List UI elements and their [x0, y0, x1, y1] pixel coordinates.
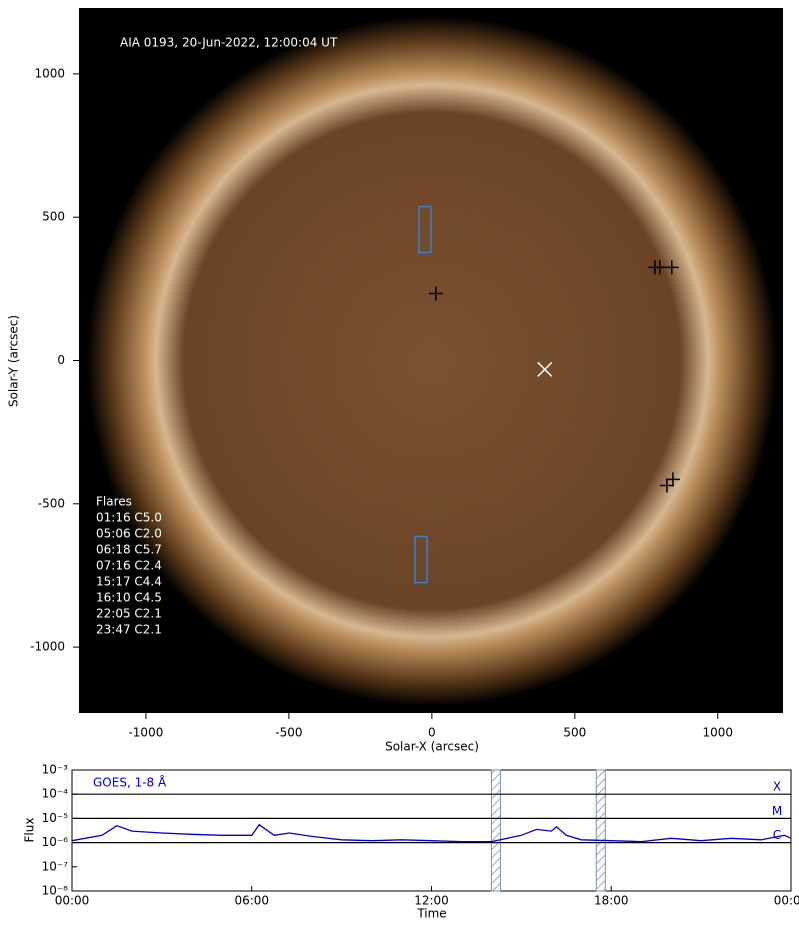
x-tick-label: 12:00	[414, 894, 449, 908]
flare-marker	[537, 361, 553, 377]
x-tick-label: 00:00	[774, 894, 799, 908]
hatched-band	[595, 769, 606, 892]
flare-list-title: Flares	[96, 495, 132, 509]
y-tick-label: -1000	[30, 640, 65, 654]
flare-item: 15:17 C4.4	[96, 575, 162, 589]
annotation: GOES, 1-8 Å	[93, 775, 167, 790]
flare-marker	[659, 478, 674, 493]
x-tick-label: -500	[275, 726, 302, 740]
x-axis-label: Solar-X (arcsec)	[385, 740, 479, 754]
y-axis-label: Solar-Y (arcsec)	[7, 315, 21, 407]
level-label: C	[773, 828, 781, 842]
x-tick-label: 18:00	[594, 894, 629, 908]
x-tick-label: 1000	[703, 726, 734, 740]
x-tick-label: -1000	[128, 726, 163, 740]
y-tick-label: 10⁻⁷	[42, 859, 69, 873]
level-label: X	[773, 780, 781, 794]
flare-item: 23:47 C2.1	[96, 623, 162, 637]
flare-item: 01:16 C5.0	[96, 511, 162, 525]
flare-marker	[664, 260, 679, 275]
region-box	[414, 535, 428, 584]
y-tick-label: 10⁻⁸	[42, 884, 69, 898]
flare-item: 06:18 C5.7	[96, 543, 162, 557]
y-tick-label: 10⁻³	[42, 763, 69, 777]
level-label: M	[772, 804, 782, 818]
flare-item: 16:10 C4.5	[96, 591, 162, 605]
y-tick-label: 0	[57, 353, 65, 367]
plot-frame	[71, 769, 792, 892]
region-box	[418, 205, 432, 254]
x-tick-label: 06:00	[234, 894, 269, 908]
flare-item: 05:06 C2.0	[96, 527, 162, 541]
flare-marker	[665, 472, 680, 487]
x-tick-label: 0	[428, 726, 436, 740]
y-tick-label: -500	[38, 496, 65, 510]
y-tick-label: 1000	[34, 66, 65, 80]
image-title: AIA 0193, 20-Jun-2022, 12:00:04 UT	[120, 36, 338, 50]
flare-item: 07:16 C2.4	[96, 559, 162, 573]
x-tick-label: 00:00	[55, 894, 90, 908]
flare-marker	[652, 260, 667, 275]
x-tick-label: 500	[563, 726, 586, 740]
x-axis-label: Time	[416, 907, 446, 921]
flux-line	[71, 823, 792, 843]
y-tick-label: 10⁻⁵	[42, 811, 69, 825]
solar-disk	[87, 16, 777, 706]
y-tick-label: 10⁻⁶	[42, 835, 69, 849]
y-tick-label: 500	[42, 210, 65, 224]
y-tick-label: 10⁻⁴	[42, 787, 69, 801]
hatched-band	[490, 769, 501, 892]
flare-item: 22:05 C2.1	[96, 607, 162, 621]
y-axis-label: Flux	[23, 818, 37, 843]
flare-marker	[428, 286, 443, 301]
